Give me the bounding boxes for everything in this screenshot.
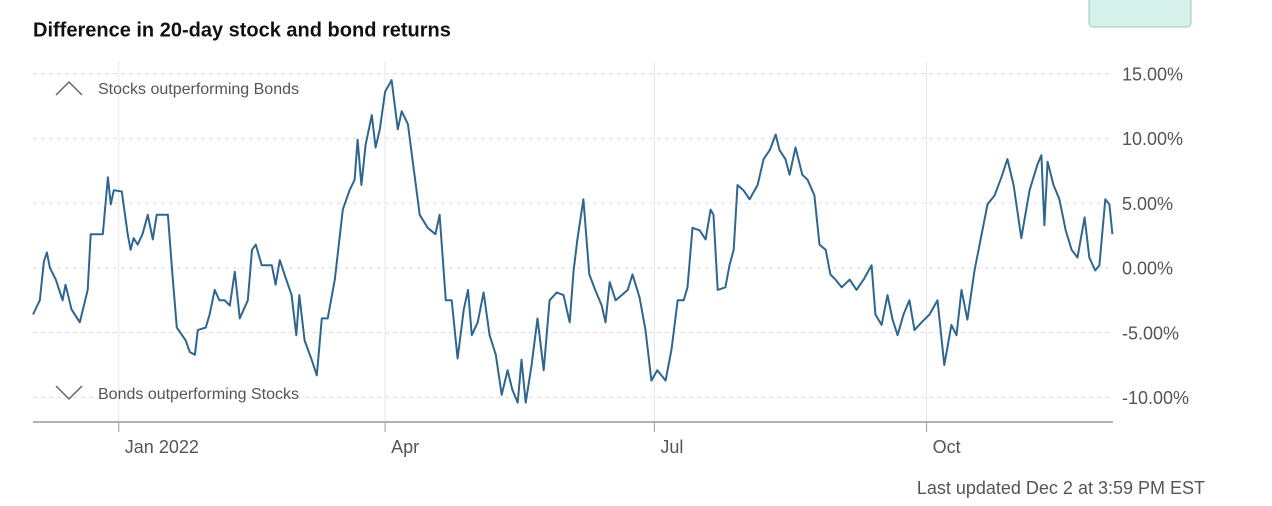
x-tick-label: Apr xyxy=(391,437,419,457)
y-tick-label: 0.00% xyxy=(1122,259,1173,279)
y-tick-label: 5.00% xyxy=(1122,194,1173,214)
y-tick-label: -5.00% xyxy=(1122,323,1179,343)
y-tick-label: 10.00% xyxy=(1122,129,1183,149)
x-tick-label: Oct xyxy=(933,437,961,457)
y-tick-label: 15.00% xyxy=(1122,64,1183,84)
x-tick-label: Jan 2022 xyxy=(125,437,199,457)
up-chevron xyxy=(55,80,83,96)
x-tick-label: Jul xyxy=(660,437,683,457)
button[interactable] xyxy=(1088,0,1192,28)
footer: Last updated Dec 2 at 3:59 PM EST xyxy=(917,478,1205,498)
down-chevron xyxy=(55,385,83,401)
data-line xyxy=(32,79,1114,404)
y-tick-label: -10.00% xyxy=(1122,388,1189,408)
annotation: Bonds outperforming Stocks xyxy=(98,386,299,403)
annotation: Stocks outperforming Bonds xyxy=(98,81,299,98)
chart-title: Difference in 20-day stock and bond retu… xyxy=(33,19,451,41)
